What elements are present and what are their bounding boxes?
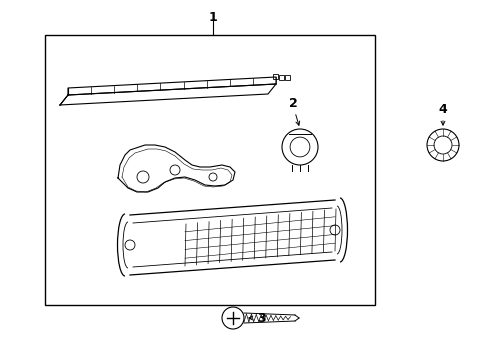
Bar (272, 74, 278, 79)
Bar (45, 35, 374, 305)
Text: 1: 1 (208, 11, 217, 24)
Text: 2: 2 (288, 97, 297, 110)
Bar (285, 75, 289, 80)
Text: 4: 4 (438, 103, 447, 116)
Bar (279, 75, 284, 80)
Text: 3: 3 (257, 311, 265, 324)
